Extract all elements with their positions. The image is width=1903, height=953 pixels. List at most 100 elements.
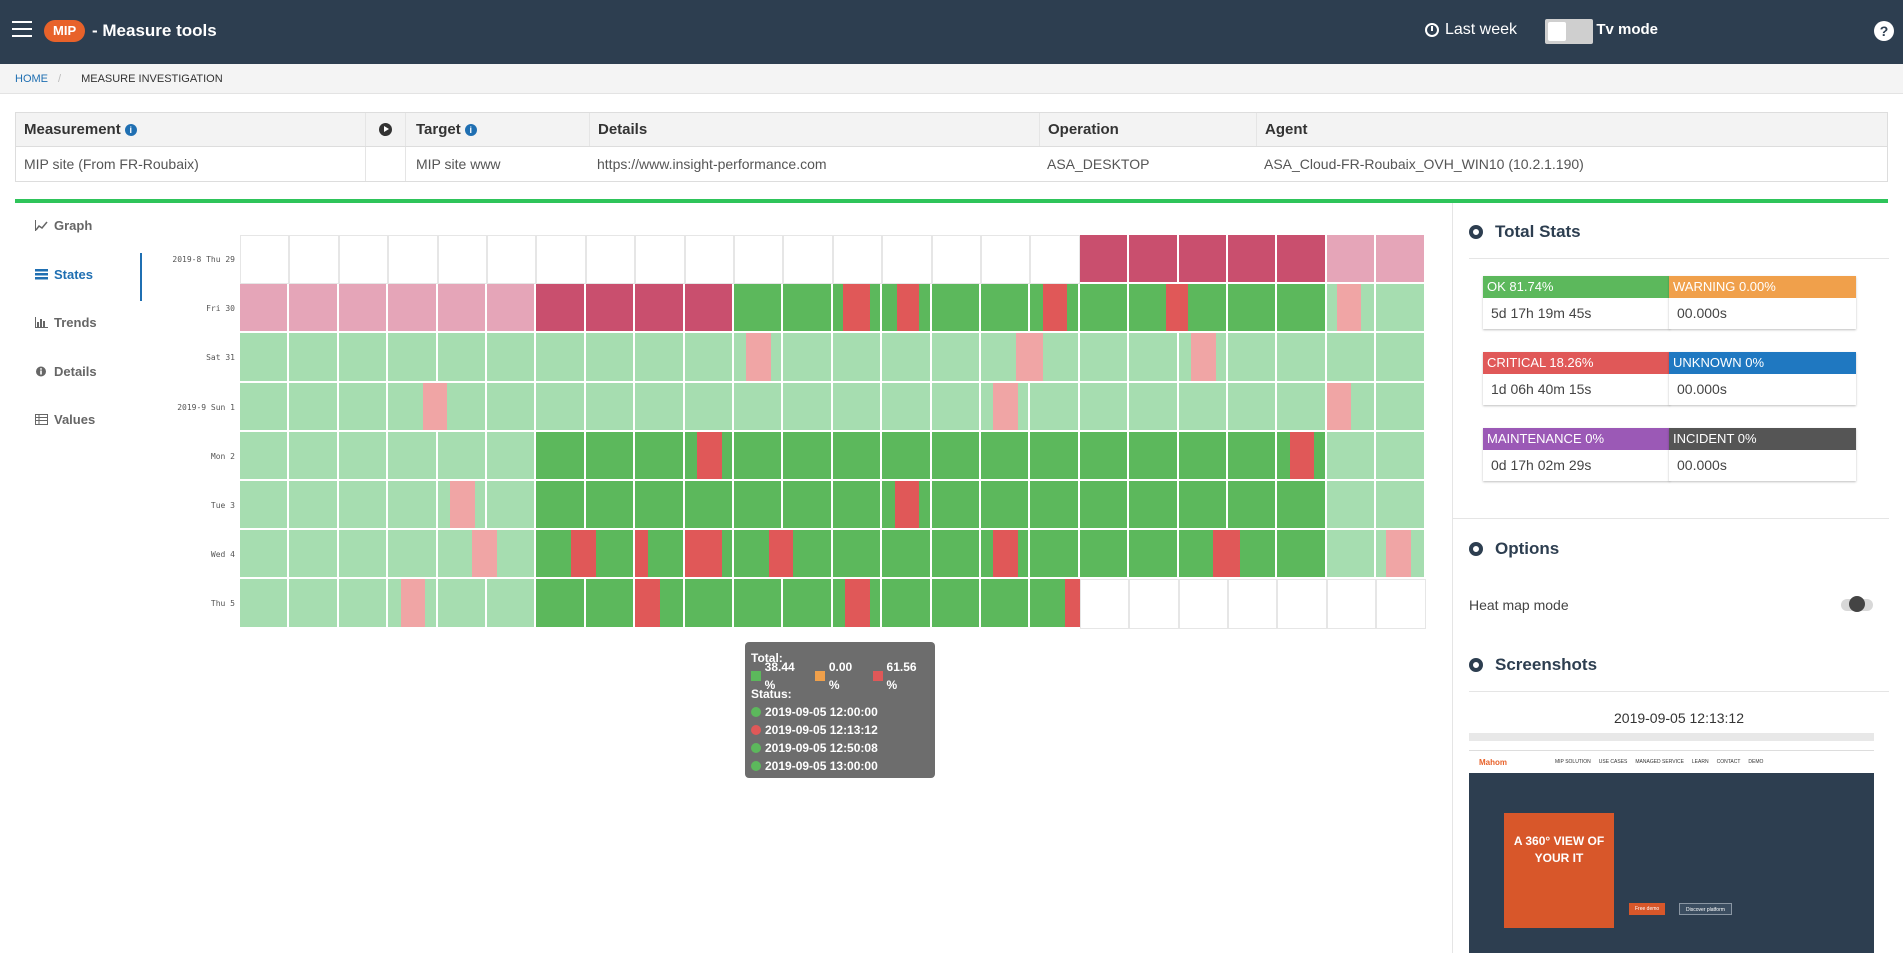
heatmap-cell[interactable] [240,284,290,334]
cell-details[interactable]: https://www.insight-performance.com [597,156,827,172]
heatmap-cell[interactable] [388,530,438,580]
heatmap-cell[interactable] [1079,481,1130,531]
heatmap-cell[interactable] [993,382,1019,432]
heatmap-cell[interactable] [536,481,586,531]
heatmap-cell[interactable] [1129,382,1179,432]
heatmap-cell[interactable] [536,431,586,481]
heatmap-cell[interactable] [1178,481,1228,531]
heatmap-cell[interactable] [585,284,636,334]
heatmap-cell[interactable] [1030,333,1043,383]
heatmap-cell[interactable] [240,431,290,481]
heatmap-cell[interactable] [1129,333,1179,383]
heatmap-cell[interactable] [487,481,537,531]
heatmap-cell[interactable] [1376,431,1426,481]
heatmap-cell[interactable] [993,530,1019,580]
heatmap-cell[interactable] [388,284,438,334]
screenshot-thumbnail[interactable]: Mahom MIP SOLUTION USE CASES MANAGED SER… [1469,733,1874,953]
heatmap-cell[interactable] [1190,333,1216,383]
heatmap-cell[interactable] [931,431,981,481]
heatmap-cell[interactable] [487,333,537,383]
heatmap-cell[interactable] [635,579,660,629]
heatmap-cell[interactable] [882,579,932,629]
heatmap-cell[interactable] [832,235,883,285]
heatmap-cell[interactable] [1326,235,1377,285]
heatmap-cell[interactable] [487,431,537,481]
heatmap-cell[interactable] [931,235,981,285]
heatmap-cell[interactable] [931,579,981,629]
heatmap-cell[interactable] [981,235,1031,285]
heatmap-cell[interactable] [768,530,784,580]
heatmap-cell[interactable] [783,481,833,531]
heatmap-cell[interactable] [1129,530,1179,580]
heatmap-cell[interactable] [1166,284,1179,334]
heatmap-cell[interactable] [1030,382,1080,432]
heatmap-cell[interactable] [783,579,833,629]
heatmap-cell[interactable] [684,235,734,285]
heatmap-cell[interactable] [585,481,636,531]
heatmap-cell[interactable] [1277,530,1327,580]
heatmap-cell[interactable] [1326,333,1377,383]
heatmap-cell[interactable] [1277,382,1327,432]
heatmap-cell[interactable] [585,431,636,481]
play-icon[interactable] [379,123,392,136]
heatmap-cell[interactable] [981,284,1031,334]
heatmap-cell[interactable] [1064,579,1080,629]
heatmap-cell[interactable] [783,431,833,481]
heatmap-cell[interactable] [1178,579,1228,629]
heatmap-cell[interactable] [289,382,339,432]
heatmap-cell[interactable] [437,333,487,383]
heatmap-cell[interactable] [1376,333,1426,383]
heatmap-cell[interactable] [1042,284,1068,334]
heatmap-cell[interactable] [882,382,932,432]
heatmap-cell[interactable] [931,530,981,580]
heatmap-cell[interactable] [635,382,685,432]
heatmap-cell[interactable] [1079,431,1130,481]
heatmap-cell[interactable] [931,333,981,383]
heatmap-cell[interactable] [931,481,981,531]
heatmap-cell[interactable] [684,530,722,580]
info-icon[interactable]: i [464,123,477,136]
heatmap-cell[interactable] [842,284,870,334]
period-selector[interactable]: Last week [1424,21,1517,39]
heatmap-cell[interactable] [338,579,389,629]
heatmap-cell[interactable] [487,579,537,629]
heatmap-cell[interactable] [783,284,833,334]
heatmap-cell[interactable] [696,431,722,481]
heatmap-cell[interactable] [882,530,932,580]
heatmap-cell[interactable] [1030,431,1080,481]
heatmap-cell[interactable] [422,382,438,432]
heatmap-cell[interactable] [570,530,586,580]
heatmap-cell[interactable] [437,382,448,432]
heatmap-cell[interactable] [635,235,685,285]
heatmap-cell[interactable] [240,382,290,432]
heatmap-cell[interactable] [1376,579,1426,629]
heatmap-cell[interactable] [437,284,487,334]
heatmap-cell[interactable] [1079,579,1130,629]
heatmap-cell[interactable] [882,431,932,481]
heatmap-cell[interactable] [635,481,685,531]
heatmap-cell[interactable] [1376,235,1426,285]
tv-mode-toggle[interactable] [1545,19,1593,44]
heatmap-cell[interactable] [437,235,487,285]
heatmap-cell[interactable] [1336,284,1362,334]
heatmap-cell[interactable] [1129,481,1179,531]
heatmap-cell[interactable] [1129,579,1179,629]
heatmap-cell[interactable] [1030,235,1080,285]
heatmap-cell[interactable] [684,333,734,383]
heatmap-cell[interactable] [1386,530,1411,580]
heatmap-cell[interactable] [240,235,290,285]
heatmap-cell[interactable] [1228,333,1278,383]
nav-trends[interactable]: Trends [35,315,97,330]
nav-values[interactable]: Values [35,412,95,427]
heatmap-cell[interactable] [1079,235,1130,285]
heatmap-cell[interactable] [536,579,586,629]
heatmap-cell[interactable] [1277,579,1327,629]
heatmap-cell[interactable] [338,481,389,531]
heatmap-cell[interactable] [1015,333,1031,383]
heatmap-cell[interactable] [338,530,389,580]
menu-icon[interactable] [12,21,32,37]
heatmap-cell[interactable] [1277,333,1327,383]
heatmap-cell[interactable] [1228,235,1278,285]
heatmap-cell[interactable] [388,481,438,531]
heatmap-cell[interactable] [1030,481,1080,531]
